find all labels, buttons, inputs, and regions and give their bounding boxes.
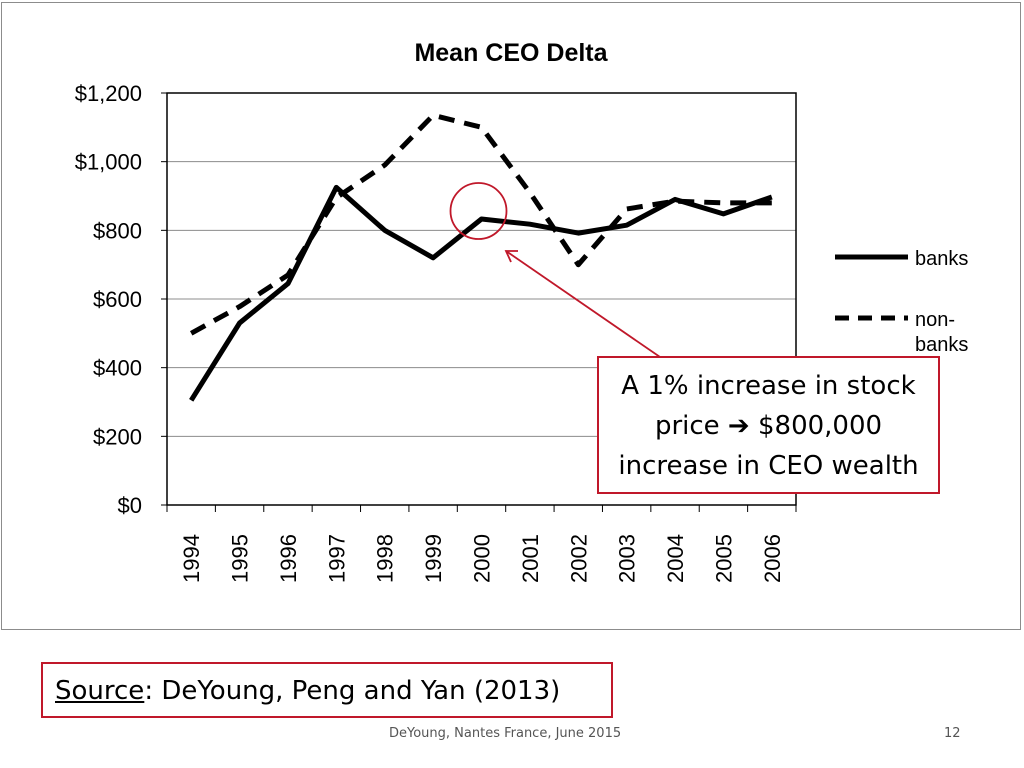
callout-amount: $800,000 (757, 411, 883, 441)
page-number: 12 (944, 726, 961, 741)
y-tick-label: $800 (93, 218, 142, 243)
source-box: Source: DeYoung, Peng and Yan (2013) (41, 662, 613, 718)
callout-price-text: price (654, 411, 720, 441)
y-tick-label: $400 (93, 356, 142, 381)
series-line-non-banks (189, 112, 772, 336)
y-tick-label: $200 (93, 424, 142, 449)
chart-frame (1, 2, 1021, 630)
x-tick-label-2004: 2004 (663, 534, 688, 583)
x-tick-label-2006: 2006 (760, 534, 785, 583)
x-tick-label-1996: 1996 (276, 534, 301, 583)
x-tick-label-2000: 2000 (470, 534, 495, 583)
annotation-arrowhead (504, 250, 518, 263)
callout-box: A 1% increase in stock price ➔ $800,000 … (597, 356, 940, 494)
chart: Mean CEO Delta $0 $200 $400 $600 $800 $1,000 $1… (75, 39, 969, 583)
footer-text: DeYoung, Nantes France, June 2015 (389, 726, 622, 741)
x-tick-label-1997: 1997 (324, 534, 349, 583)
chart-title: Mean CEO Delta (414, 39, 608, 67)
y-tick-label: $0 (118, 493, 142, 518)
callout-line-3: increase in CEO wealth (618, 451, 919, 481)
annotation-arrow-line (505, 250, 661, 358)
y-tick-label: $1,200 (75, 81, 142, 106)
plot-area-border (166, 92, 797, 506)
callout-line-2: price ➔ $800,000 (599, 406, 938, 446)
legend-label-banks: banks (915, 248, 968, 270)
highlight-circle (449, 182, 508, 240)
right-arrow-icon: ➔ (727, 411, 750, 441)
legend-label-non-banks: non-banks (915, 309, 968, 356)
series-line-banks (189, 184, 773, 402)
callout-line-1: A 1% increase in stock (621, 371, 916, 401)
x-tick-label-2002: 2002 (566, 534, 591, 583)
y-tick-label: $600 (93, 287, 142, 312)
source-label: Source (55, 676, 145, 706)
x-tick-label-2005: 2005 (711, 534, 736, 583)
x-tick-label-2003: 2003 (615, 534, 640, 583)
source-citation: : DeYoung, Peng and Yan (2013) (144, 676, 561, 706)
x-tick-label-1999: 1999 (421, 534, 446, 583)
x-tick-label-1998: 1998 (373, 534, 398, 583)
y-tick-label: $1,000 (75, 150, 142, 175)
x-tick-label-1994: 1994 (179, 534, 204, 583)
x-tick-label-1995: 1995 (228, 534, 253, 583)
x-tick-label-2001: 2001 (518, 534, 543, 583)
